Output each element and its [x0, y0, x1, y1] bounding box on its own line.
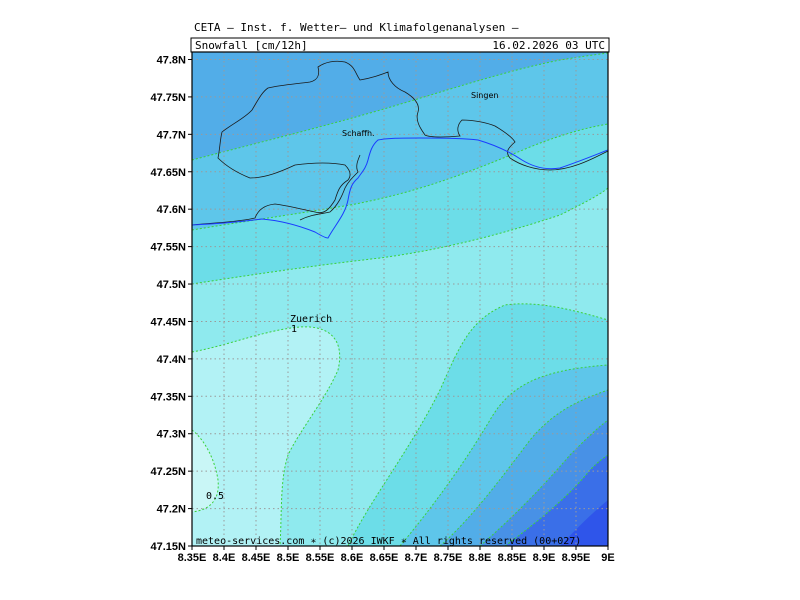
- lat-label: 47.3N: [157, 429, 186, 441]
- footer-credit: meteo-services.com ∗ (c)2026 IWKF ∗ All …: [196, 536, 581, 547]
- lat-label: 47.6N: [157, 204, 186, 216]
- lon-label: 8.85E: [498, 552, 527, 564]
- map-title: CETA — Inst. f. Wetter— und Klimafolgena…: [194, 21, 519, 34]
- rhine-river: [192, 137, 608, 239]
- lon-label: 8.55E: [306, 552, 335, 564]
- band-3: [192, 124, 608, 284]
- lon-label: 8.5E: [277, 552, 300, 564]
- lat-label: 47.65N: [151, 167, 187, 179]
- band-5: [192, 52, 608, 160]
- border-inner: [299, 154, 361, 221]
- lat-label: 47.7N: [157, 129, 186, 141]
- band-0-pocket: [192, 430, 219, 512]
- lon-label: 8.8E: [469, 552, 492, 564]
- borders: [192, 60, 608, 226]
- longitude-labels: 8.35E 8.4E 8.45E 8.5E 8.55E 8.6E 8.65E 8.7E 8.75…: [178, 546, 615, 564]
- lat-label: 47.5N: [157, 279, 186, 291]
- lon-label: 8.6E: [341, 552, 364, 564]
- lat-label: 47.75N: [151, 92, 187, 104]
- lat-label: 47.55N: [151, 242, 187, 254]
- lon-label: 8.45E: [242, 552, 271, 564]
- lat-label: 47.25N: [151, 466, 187, 478]
- lon-label: 8.35E: [178, 552, 207, 564]
- band-8: [560, 500, 608, 546]
- lon-label: 8.9E: [533, 552, 556, 564]
- band-1: [192, 326, 340, 546]
- border-north: [192, 60, 608, 226]
- lat-label: 47.35N: [151, 391, 187, 403]
- lon-label: 9E: [601, 552, 614, 564]
- grid-lines: [192, 52, 608, 546]
- datetime-label: 16.02.2026 03 UTC: [492, 39, 605, 52]
- lon-label: 8.7E: [405, 552, 428, 564]
- contour-label-1: 1: [291, 324, 297, 335]
- lat-label: 47.8N: [157, 54, 186, 66]
- lon-label: 8.75E: [434, 552, 463, 564]
- plot-area: [192, 52, 608, 546]
- lat-label: 47.2N: [157, 504, 186, 516]
- field-label: Snowfall [cm/12h]: [195, 39, 308, 52]
- lat-label: 47.15N: [151, 541, 187, 553]
- place-zuerich: Zuerich: [290, 314, 332, 325]
- place-singen: Singen: [471, 91, 498, 100]
- latitude-labels: 47.8N 47.75N 47.7N 47.65N 47.6N 47.55N 47.5N 47…: [151, 54, 192, 553]
- place-schaffhausen: Schaffh.: [342, 129, 375, 138]
- plot-frame: [191, 51, 609, 547]
- lon-label: 8.4E: [213, 552, 236, 564]
- lon-label: 8.65E: [370, 552, 399, 564]
- lat-label: 47.45N: [151, 316, 187, 328]
- lat-label: 47.4N: [157, 354, 186, 366]
- contour-label-0-5: 0.5: [206, 491, 224, 502]
- lon-label: 8.95E: [562, 552, 591, 564]
